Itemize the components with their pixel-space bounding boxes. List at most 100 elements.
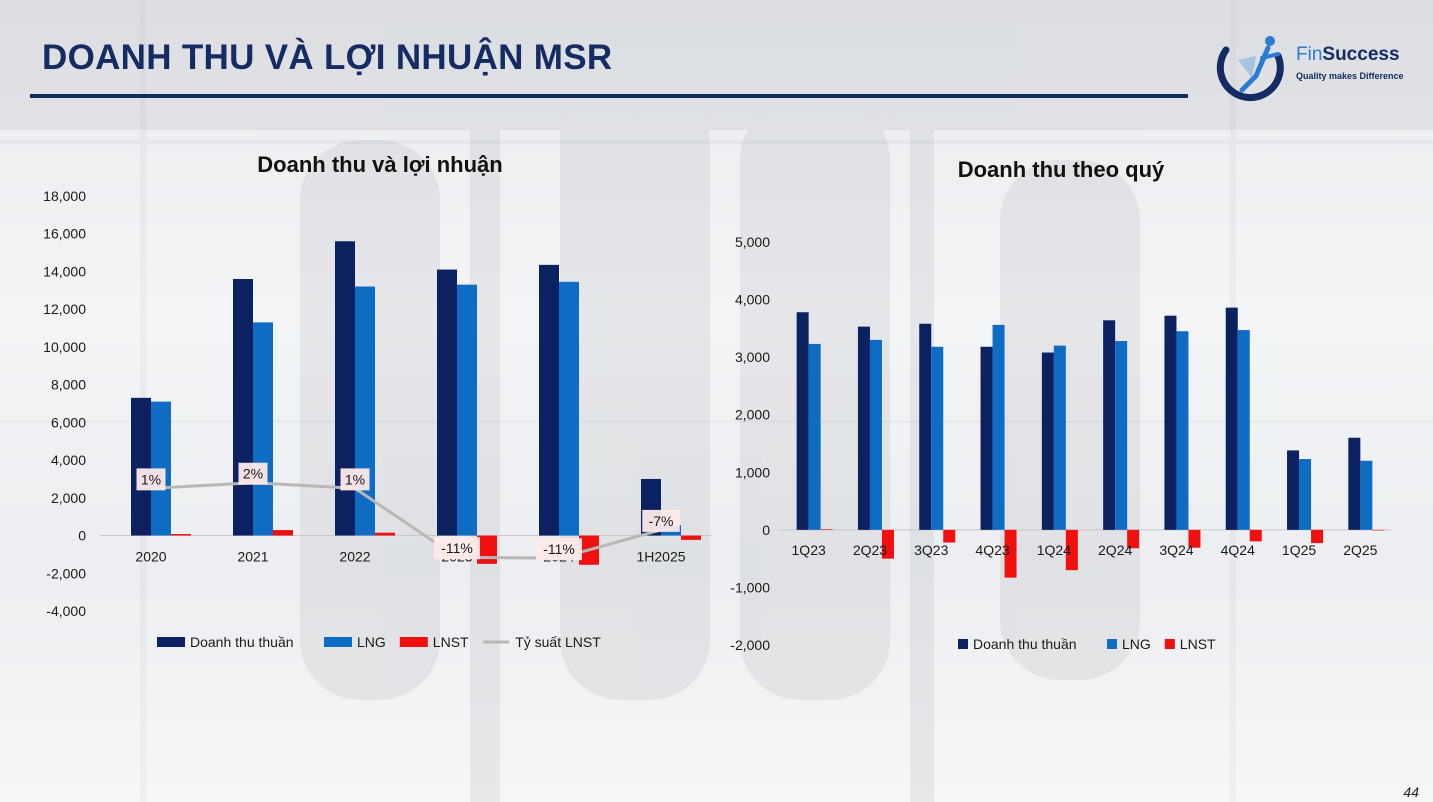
bar-lnst <box>1372 529 1385 531</box>
legend-label: LNG <box>1122 636 1151 652</box>
bar-lng <box>808 343 821 530</box>
finsuccess-logo: FinSuccess Quality makes Difference <box>1212 30 1412 102</box>
bar-lnst <box>681 535 701 540</box>
bar-doanh-thu-thuần <box>131 397 151 536</box>
bar-doanh-thu-thuần <box>1287 450 1300 530</box>
y-tick-label: 14,000 <box>43 263 86 279</box>
y-tick-label: -2,000 <box>46 565 86 581</box>
y-tick-label: 4,000 <box>51 452 86 468</box>
bar-doanh-thu-thuần <box>1103 320 1116 530</box>
bar-doanh-thu-thuần <box>919 323 932 530</box>
bar-lnst <box>820 529 833 530</box>
bar-doanh-thu-thuần <box>1225 307 1238 530</box>
x-tick-label: 2Q24 <box>1098 542 1132 558</box>
bar-lnst <box>375 532 395 536</box>
y-tick-label: -2,000 <box>730 637 770 653</box>
y-tick-label: 5,000 <box>735 234 770 250</box>
data-label: -11% <box>441 540 473 556</box>
page-title: DOANH THU VÀ LỢI NHUẬN MSR <box>42 38 613 77</box>
y-tick-label: 2,000 <box>51 490 86 506</box>
bar-doanh-thu-thuần <box>335 241 355 536</box>
y-tick-label: 3,000 <box>735 349 770 365</box>
bar-lnst <box>273 530 293 536</box>
bar-lng <box>1299 459 1312 530</box>
logo-name: FinSuccess <box>1296 44 1400 66</box>
data-label: 2% <box>243 466 263 482</box>
logo-name-part1: Fin <box>1296 44 1323 65</box>
y-tick-label: 16,000 <box>43 226 86 242</box>
data-label: -7% <box>649 513 674 529</box>
legend-label: Tỷ suất LNST <box>515 634 601 650</box>
bar-lng <box>457 284 477 536</box>
legend-swatch <box>1164 639 1175 649</box>
chart-title: Doanh thu theo quý <box>958 157 1165 182</box>
legend-swatch <box>958 639 968 649</box>
bar-lnst <box>1004 529 1017 578</box>
x-tick-label: 1Q24 <box>1037 542 1071 558</box>
bar-lnst <box>881 529 894 559</box>
bar-lng <box>1053 345 1066 530</box>
legend-swatch <box>157 637 185 647</box>
y-tick-label: 0 <box>78 528 86 544</box>
y-tick-label: 10,000 <box>43 339 86 355</box>
bar-lng <box>1237 330 1250 530</box>
bar-doanh-thu-thuần <box>539 264 559 536</box>
data-label: -11% <box>543 541 575 557</box>
y-tick-label: 0 <box>762 522 770 538</box>
x-tick-label: 1H2025 <box>636 549 685 565</box>
data-label-box <box>434 537 480 560</box>
y-tick-label: 8,000 <box>51 377 86 393</box>
bar-lng <box>559 281 579 536</box>
legend-swatch <box>324 637 352 647</box>
bar-doanh-thu-thuần <box>1041 352 1054 530</box>
title-underline <box>30 94 1188 98</box>
legend-label: Doanh thu thuần <box>190 634 294 650</box>
x-tick-label: 2021 <box>237 549 268 565</box>
legend-swatch <box>399 637 428 647</box>
logo-emblem-icon <box>1216 36 1284 102</box>
data-label: 1% <box>345 471 365 487</box>
data-label-box <box>536 538 582 561</box>
bar-doanh-thu-thuần <box>980 346 993 530</box>
bar-lng <box>1360 460 1373 530</box>
y-tick-label: 1,000 <box>735 464 770 480</box>
bar-lnst <box>1188 529 1201 548</box>
legend-label: LNST <box>1180 636 1216 652</box>
y-tick-label: -1,000 <box>730 579 770 595</box>
x-tick-label: 1Q23 <box>792 542 826 558</box>
data-label-box <box>340 468 370 491</box>
bar-lng <box>1115 341 1128 530</box>
bar-doanh-thu-thuần <box>437 269 457 536</box>
y-tick-label: 2,000 <box>735 407 770 423</box>
logo-name-part2: Success <box>1322 44 1400 65</box>
bar-doanh-thu-thuần <box>1348 437 1361 530</box>
legend-label: LNG <box>357 634 386 650</box>
x-tick-label: 1Q25 <box>1282 542 1316 558</box>
y-tick-label: 18,000 <box>43 188 86 204</box>
x-tick-label: 2022 <box>339 549 370 565</box>
legend-swatch <box>1107 639 1117 649</box>
x-tick-label: 2020 <box>135 549 166 565</box>
y-tick-label: 4,000 <box>735 292 770 308</box>
bar-lng <box>1176 331 1189 530</box>
x-tick-label: 4Q23 <box>975 542 1009 558</box>
logo-tagline: Quality makes Difference <box>1296 71 1404 81</box>
bar-lnst <box>171 534 191 536</box>
chart-title: Doanh thu và lợi nhuận <box>257 152 502 177</box>
x-tick-label: 3Q24 <box>1159 542 1193 558</box>
y-tick-label: 6,000 <box>51 414 86 430</box>
data-label-box <box>642 509 680 532</box>
page-number: 44 <box>1403 784 1419 800</box>
x-tick-label: 3Q23 <box>914 542 948 558</box>
bar-lnst <box>1249 529 1262 542</box>
bar-doanh-thu-thuần <box>1164 315 1177 530</box>
bar-lnst <box>1065 529 1078 571</box>
data-label-box <box>238 462 268 485</box>
bar-lnst <box>1127 529 1140 549</box>
legend-label: LNST <box>433 634 469 650</box>
x-tick-label: 2Q25 <box>1343 542 1377 558</box>
y-tick-label: -4,000 <box>46 603 86 619</box>
data-label-box <box>136 468 166 491</box>
